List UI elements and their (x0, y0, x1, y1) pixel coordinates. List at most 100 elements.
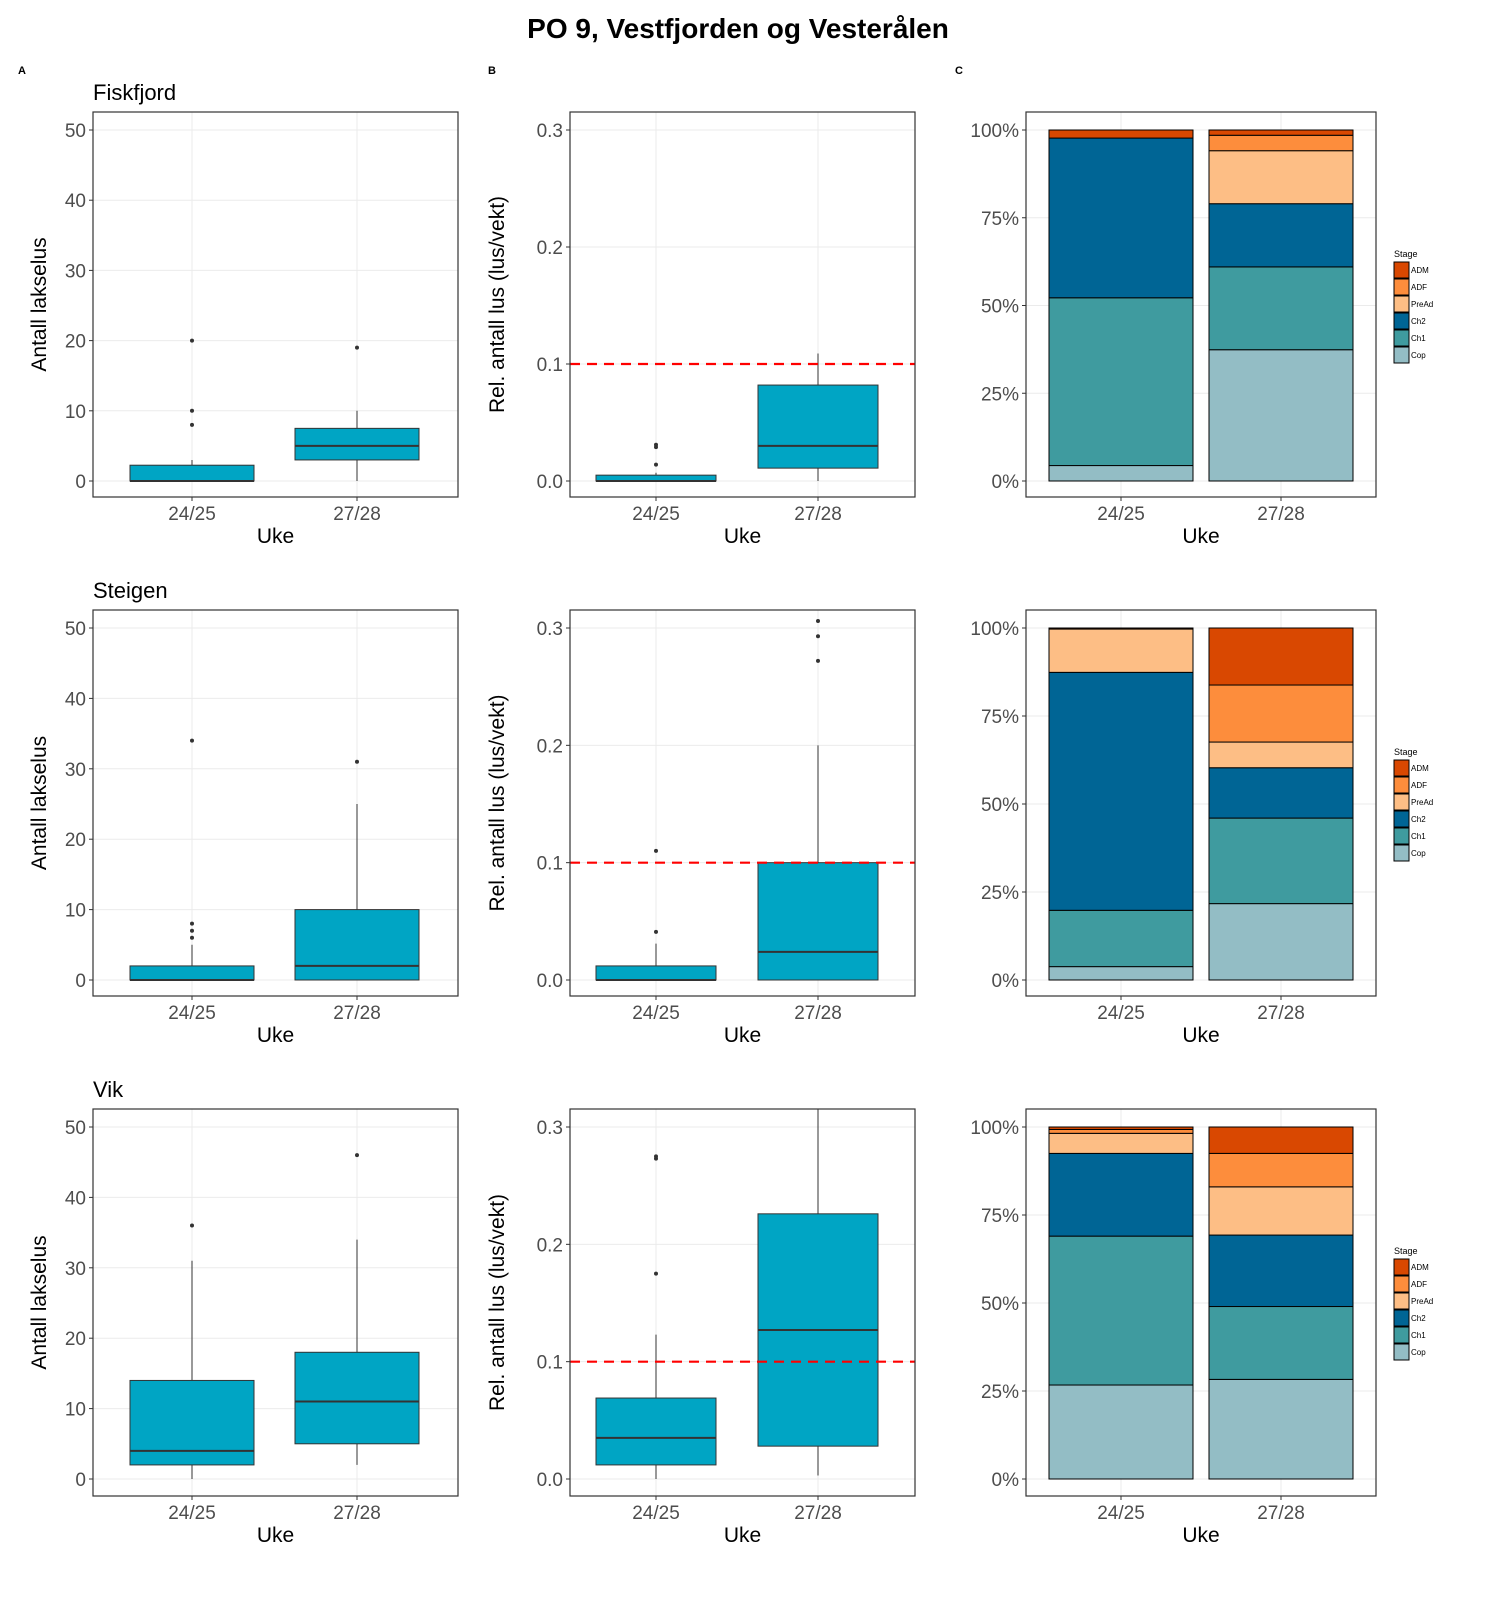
bar-segment-ch1 (1208, 1306, 1354, 1380)
legend-label: PreAd (1411, 300, 1433, 309)
legend-swatch-adf (1393, 278, 1410, 296)
legend-swatch-pread (1393, 295, 1410, 313)
bar-segment-adf (1208, 134, 1354, 152)
marks (1048, 129, 1354, 482)
legend-swatch-pread (1393, 1292, 1410, 1310)
legend-swatch-adm (1393, 759, 1410, 777)
legend-title: Stage (1394, 1246, 1418, 1256)
box-27-28 (294, 345, 420, 481)
outlier-point (355, 759, 359, 764)
box-iqr (294, 427, 420, 461)
bar-segment-cop (1048, 1384, 1194, 1480)
outlier-point (190, 921, 194, 926)
plot-grid: Fiskfjord 0 10 20 30 40 50 24/25 27/28 Uke Antall … (28, 80, 1433, 1547)
tick-label-y: 0.0 (537, 472, 563, 493)
outlier-point (654, 442, 658, 447)
bar-segment-ch1 (1048, 909, 1194, 968)
bar-segment-pread (1208, 1186, 1354, 1236)
bar-segment-adm (1048, 129, 1194, 139)
tick-label-x: 24/25 (1097, 1003, 1145, 1024)
outlier-point (816, 634, 820, 639)
tick-label-y: 100% (970, 619, 1019, 640)
tick-label-y: 0.0 (537, 1470, 563, 1491)
panel-tag-b: B (488, 65, 496, 77)
x-axis-label: Uke (1182, 1524, 1219, 1547)
bar-segment-adm (1048, 1126, 1194, 1130)
tick-label-y: 0.0 (537, 971, 563, 992)
tick-label-y: 10 (65, 901, 86, 922)
legend-swatch-ch1 (1393, 1326, 1410, 1344)
box-27-28 (757, 618, 879, 981)
outlier-point (816, 658, 820, 663)
panel-tag-a: A (18, 65, 26, 77)
legend-swatch-adf (1393, 776, 1410, 794)
marks (129, 738, 420, 981)
tick-label-y: 0.3 (537, 121, 563, 142)
legend-label: Cop (1411, 351, 1426, 360)
bar-segment-adm (1208, 627, 1354, 686)
tick-label-y: 0 (75, 472, 86, 493)
y-axis-label: Rel. antall lus (lus/vekt) (486, 1194, 509, 1411)
legend-label: Cop (1411, 849, 1426, 858)
tick-label-y: 100% (970, 1118, 1019, 1139)
tick-label-y: 0.1 (537, 854, 563, 875)
legend-swatch-adm (1393, 1258, 1410, 1276)
panel-border (1025, 1108, 1377, 1497)
marks (1048, 1126, 1354, 1480)
panel-a: 0 10 20 30 40 50 24/25 27/28 Uke Antall lakselus (28, 1108, 459, 1547)
marks (570, 353, 915, 482)
outlier-point (355, 1153, 359, 1158)
stacked-bar-27-28 (1208, 627, 1354, 981)
outlier-point (654, 1154, 658, 1159)
x-axis-label: Uke (257, 525, 294, 548)
tick-label-y: 75% (981, 1206, 1019, 1227)
panel-border (569, 1108, 916, 1497)
y-axis-label: Antall lakselus (28, 736, 51, 870)
legend-label: Ch1 (1411, 334, 1426, 343)
tick-label-y: 0% (992, 971, 1020, 992)
bar-segment-adm (1208, 1126, 1354, 1154)
bar-segment-adf (1208, 1152, 1354, 1188)
tick-label-x: 27/28 (794, 504, 842, 525)
legend-swatch-cop (1393, 1343, 1410, 1361)
bar-segment-pread (1208, 150, 1354, 205)
bar-segment-cop (1208, 903, 1354, 981)
box-24-25 (595, 442, 717, 482)
stacked-bar-24-25 (1048, 627, 1194, 981)
marks (129, 338, 420, 482)
panel-b: 0.0 0.1 0.2 0.3 24/25 27/28 Uke Rel. antall lus… (486, 609, 916, 1047)
tick-label-x: 27/28 (794, 1003, 842, 1024)
figure-title: PO 9, Vestfjorden og Vesterålen (527, 13, 949, 44)
tick-label-x: 24/25 (168, 1503, 216, 1524)
bar-segment-ch1 (1208, 817, 1354, 905)
box-27-28 (294, 759, 420, 981)
tick-label-x: 24/25 (1097, 1503, 1145, 1524)
box-iqr (757, 862, 879, 981)
outlier-point (654, 462, 658, 467)
legend-label: PreAd (1411, 798, 1433, 807)
bar-segment-ch2 (1048, 671, 1194, 911)
tick-label-y: 20 (65, 830, 86, 851)
tick-label-y: 0.2 (537, 736, 563, 757)
tick-label-x: 27/28 (333, 1003, 381, 1024)
panel-border (92, 1108, 459, 1497)
legend: Stage ADM ADF PreAd Ch2 Ch1 Cop (1393, 249, 1433, 364)
marks (1048, 627, 1354, 981)
x-axis-label: Uke (1182, 525, 1219, 548)
legend-swatch-pread (1393, 793, 1410, 811)
legend-swatch-adm (1393, 261, 1410, 279)
box-iqr (129, 965, 255, 981)
legend-label: Ch1 (1411, 1331, 1426, 1340)
tick-label-y: 0.2 (537, 238, 563, 259)
y-axis-label: Rel. antall lus (lus/vekt) (486, 694, 509, 911)
bar-segment-adm (1208, 129, 1354, 136)
legend-swatch-ch1 (1393, 827, 1410, 845)
tick-label-y: 75% (981, 209, 1019, 230)
tick-label-y: 0% (992, 472, 1020, 493)
outlier-point (355, 345, 359, 350)
bar-segment-pread (1208, 741, 1354, 769)
panel-tag-c: C (955, 65, 963, 77)
panel-border (92, 111, 459, 498)
bar-segment-ch2 (1208, 767, 1354, 819)
